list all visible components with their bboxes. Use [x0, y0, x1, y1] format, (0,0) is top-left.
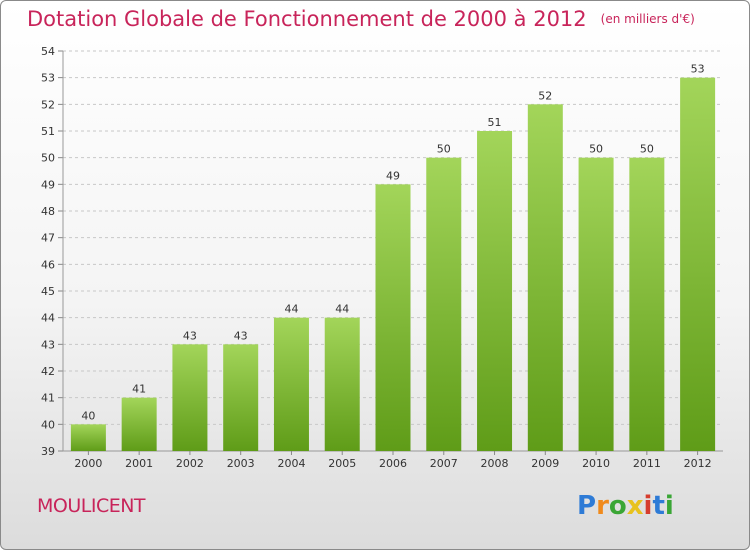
x-tick-label-2005: 2005 [328, 457, 356, 470]
logo-letter: i [664, 491, 674, 521]
data-label-2006: 49 [386, 169, 400, 182]
y-tick-labels: 39 40 41 42 43 44 45 46 47 48 49 50 51 52 53 54 [41, 45, 55, 458]
bar-2004 [273, 317, 309, 451]
proxiti-logo: Proxiti [577, 491, 674, 521]
data-label-2010: 50 [589, 143, 603, 156]
bar-2001 [121, 397, 157, 451]
x-tick-label-2012: 2012 [684, 457, 712, 470]
commune-name: MOULICENT [37, 495, 146, 517]
bar-2008 [477, 131, 513, 451]
data-label-2011: 50 [640, 143, 654, 156]
x-tick-label-2004: 2004 [277, 457, 305, 470]
data-label-2012: 53 [691, 63, 705, 76]
x-tick-label-2008: 2008 [481, 457, 509, 470]
bar-2003 [223, 344, 259, 451]
y-tick-label: 41 [41, 392, 55, 405]
x-tick-label-2007: 2007 [430, 457, 458, 470]
x-tick-label-2002: 2002 [176, 457, 204, 470]
y-tick-label: 48 [41, 205, 55, 218]
y-tick-label: 46 [41, 258, 55, 271]
bar-2009 [527, 104, 563, 451]
y-tick-label: 51 [41, 125, 55, 138]
y-tick-label: 39 [41, 445, 55, 458]
bar-2010 [578, 157, 614, 451]
unit-label: (en milliers d'€) [600, 12, 695, 26]
y-tick-label: 42 [41, 365, 55, 378]
logo-letter: P [577, 491, 597, 521]
logo-letter: x [626, 491, 644, 521]
title-text: Dotation Globale de Fonctionnement de 20… [27, 7, 587, 31]
bar-2002 [172, 344, 208, 451]
bar-2005 [324, 317, 360, 451]
y-tick-label: 40 [41, 418, 55, 431]
y-tick-label: 54 [41, 45, 55, 58]
data-label-2004: 44 [284, 303, 298, 316]
chart-title: Dotation Globale de Fonctionnement de 20… [27, 7, 695, 31]
logo-letter: r [596, 491, 609, 521]
x-tick-label-2001: 2001 [125, 457, 153, 470]
x-tick-label-2000: 2000 [74, 457, 102, 470]
x-tick-label-2010: 2010 [582, 457, 610, 470]
x-tick-labels: 2000 2001 2002 2003 2004 2005 2006 2007 2008 2009… [74, 451, 712, 470]
y-tick-label: 53 [41, 72, 55, 85]
y-tick-label: 45 [41, 285, 55, 298]
data-label-2003: 43 [234, 329, 248, 342]
y-tick-label: 44 [41, 312, 55, 325]
bar-2012 [680, 77, 716, 452]
data-label-2001: 41 [132, 383, 146, 396]
data-label-2000: 40 [81, 409, 95, 422]
bar-2000 [70, 424, 106, 451]
x-tick-label-2011: 2011 [633, 457, 661, 470]
logo-letter: o [608, 491, 627, 521]
y-tick-label: 47 [41, 232, 55, 245]
logo-letter: t [652, 491, 665, 521]
x-tick-label-2003: 2003 [227, 457, 255, 470]
bar-2007 [426, 157, 462, 451]
data-label-2009: 52 [538, 89, 552, 102]
data-label-2002: 43 [183, 329, 197, 342]
y-tick-label: 52 [41, 98, 55, 111]
data-label-2005: 44 [335, 303, 349, 316]
data-label-2008: 51 [488, 116, 502, 129]
y-tick-label: 50 [41, 152, 55, 165]
y-tick-label: 43 [41, 338, 55, 351]
bars [70, 77, 716, 452]
x-tick-label-2009: 2009 [531, 457, 559, 470]
bar-2011 [629, 157, 665, 451]
data-label-2007: 50 [437, 143, 451, 156]
logo-letter: i [643, 491, 653, 521]
bar-2006 [375, 184, 411, 452]
x-tick-label-2006: 2006 [379, 457, 407, 470]
y-tick-label: 49 [41, 178, 55, 191]
data-labels: 40 41 43 43 44 44 49 50 51 52 50 50 53 [81, 63, 704, 423]
